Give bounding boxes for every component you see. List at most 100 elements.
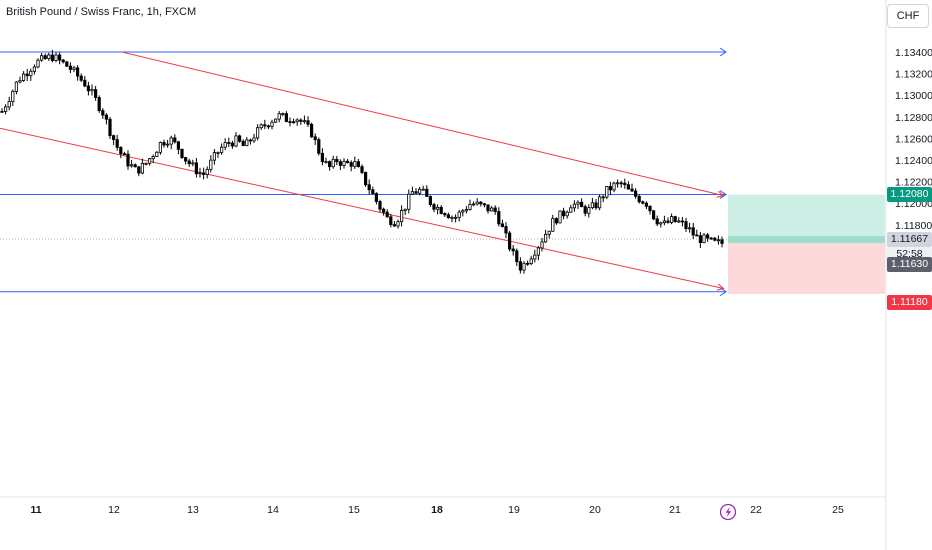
candle-body xyxy=(511,248,515,252)
candle-body xyxy=(122,153,126,156)
candle-body xyxy=(461,210,465,213)
candle-body xyxy=(662,220,667,224)
candle-body xyxy=(435,206,440,210)
currency-button[interactable]: CHF xyxy=(887,4,929,28)
candle-body xyxy=(695,234,699,237)
candle-body xyxy=(446,214,451,219)
candle-body xyxy=(698,235,703,243)
time-tick-label: 21 xyxy=(669,504,681,516)
candle-body xyxy=(317,139,321,154)
candle-body xyxy=(378,201,382,210)
candle-body xyxy=(410,191,415,195)
candle-body xyxy=(320,152,325,163)
candle-body xyxy=(702,234,706,243)
candle-body xyxy=(54,54,58,61)
candle-body xyxy=(237,135,242,142)
candle-body xyxy=(263,124,267,127)
candle-body xyxy=(331,158,335,168)
candle-body xyxy=(381,208,386,213)
candle-body xyxy=(392,224,397,227)
candle-body xyxy=(133,164,137,168)
candle-body xyxy=(277,113,281,120)
candle-body xyxy=(489,207,494,212)
candle-body xyxy=(324,161,328,164)
candle-body xyxy=(594,202,598,209)
candle-body xyxy=(270,121,274,127)
candle-body xyxy=(569,207,573,213)
candle-body xyxy=(14,81,18,92)
candle-body xyxy=(212,152,216,161)
candle-body xyxy=(572,203,577,209)
candle-body xyxy=(360,166,364,173)
candle-body xyxy=(518,261,523,271)
candle-body xyxy=(338,161,343,166)
stop-zone[interactable] xyxy=(728,243,885,294)
candle-body xyxy=(630,188,634,192)
candle-body xyxy=(180,148,184,158)
candle-body xyxy=(421,188,425,191)
candle-body xyxy=(147,158,152,164)
time-axis[interactable]: 11 12 13 14 15 18 19 20 21 22 25 xyxy=(30,504,844,516)
candle-body xyxy=(399,210,404,223)
candle-body xyxy=(544,233,548,243)
candle-body xyxy=(554,218,559,224)
candle-body xyxy=(36,59,40,68)
candle-body xyxy=(536,247,541,256)
candle-body xyxy=(309,123,314,138)
candle-body xyxy=(576,201,580,205)
candle-body xyxy=(720,239,724,244)
channel-lower-arrow xyxy=(716,283,725,291)
candle-body xyxy=(590,202,595,209)
candle-body xyxy=(453,216,458,219)
candle-body xyxy=(353,161,357,167)
drawing-lines[interactable] xyxy=(0,47,727,297)
price-tick-label: 1.13200 xyxy=(895,69,932,81)
candle-body xyxy=(137,166,141,174)
channel-upper-line xyxy=(121,51,724,197)
candle-body xyxy=(616,182,620,185)
time-tick-label: 19 xyxy=(508,504,520,516)
candle-body xyxy=(191,162,195,165)
candle-body xyxy=(583,206,587,214)
candle-body xyxy=(176,141,180,150)
candle-body xyxy=(471,203,476,206)
candle-body xyxy=(497,211,501,225)
candle-body xyxy=(291,121,296,124)
candle-body xyxy=(396,221,400,227)
candle-body xyxy=(273,118,278,123)
time-tick-label: 12 xyxy=(108,504,120,516)
candle-body xyxy=(371,189,375,194)
flash-icon[interactable] xyxy=(719,503,737,521)
candle-body xyxy=(709,237,713,240)
time-tick-label: 18 xyxy=(431,504,443,516)
candle-body xyxy=(173,137,177,143)
entry-price-label: 1.11630 xyxy=(887,257,932,273)
candle-body xyxy=(255,127,260,139)
candle-body xyxy=(526,262,530,265)
candle-body xyxy=(65,61,69,67)
candle-body xyxy=(403,208,407,211)
time-tick-label: 15 xyxy=(348,504,360,516)
price-tick-label: 1.13400 xyxy=(895,47,932,59)
candle-body xyxy=(165,143,170,146)
candle-body xyxy=(126,153,130,167)
candle-body xyxy=(637,195,641,203)
candle-body xyxy=(29,70,33,77)
candle-body xyxy=(281,113,285,115)
candle-body xyxy=(230,142,234,147)
target-zone[interactable] xyxy=(728,194,885,244)
candle-body xyxy=(623,182,627,186)
time-tick-label: 14 xyxy=(267,504,279,516)
candle-body xyxy=(680,220,685,223)
candle-body xyxy=(79,75,83,81)
candle-body xyxy=(565,211,569,217)
candle-body xyxy=(266,125,271,128)
candle-body xyxy=(108,118,112,137)
candle-body xyxy=(601,196,605,199)
candle-body xyxy=(688,227,692,230)
candle-body xyxy=(209,159,213,170)
entry-band xyxy=(728,236,885,244)
candle-body xyxy=(587,207,591,214)
candle-body xyxy=(288,121,292,123)
